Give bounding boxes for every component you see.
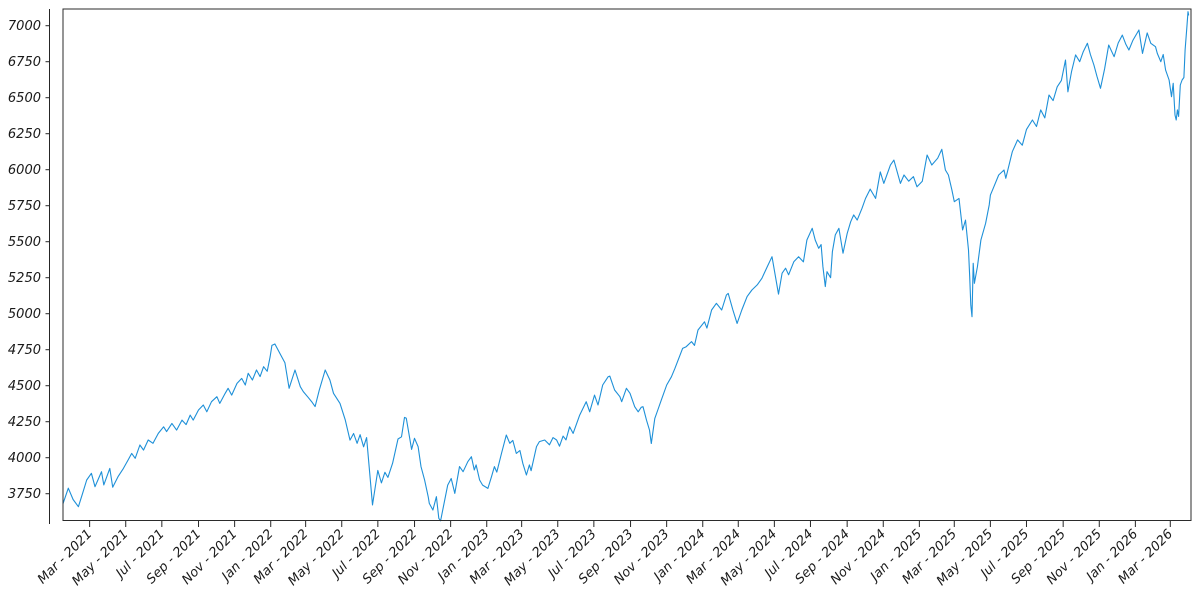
y-tick-label: 4000 — [8, 451, 41, 466]
y-tick-label: 6000 — [8, 163, 41, 178]
y-tick-label: 6500 — [8, 91, 41, 106]
y-tick-label: 3750 — [8, 487, 41, 502]
y-tick-label: 5750 — [8, 199, 41, 214]
plot-border — [62, 8, 1192, 521]
y-tick-label: 4250 — [8, 415, 41, 430]
y-tick-label: 5000 — [8, 307, 41, 322]
y-tick-label: 5250 — [8, 271, 41, 286]
y-tick-label: 6250 — [8, 127, 41, 142]
y-tick-label: 6750 — [8, 55, 41, 70]
y-tick-label: 4750 — [8, 343, 41, 358]
y-tick-label: 4500 — [8, 379, 41, 394]
y-tick-label: 5500 — [8, 235, 41, 250]
y-tick-label: 7000 — [8, 19, 41, 34]
price-line — [62, 11, 1190, 522]
